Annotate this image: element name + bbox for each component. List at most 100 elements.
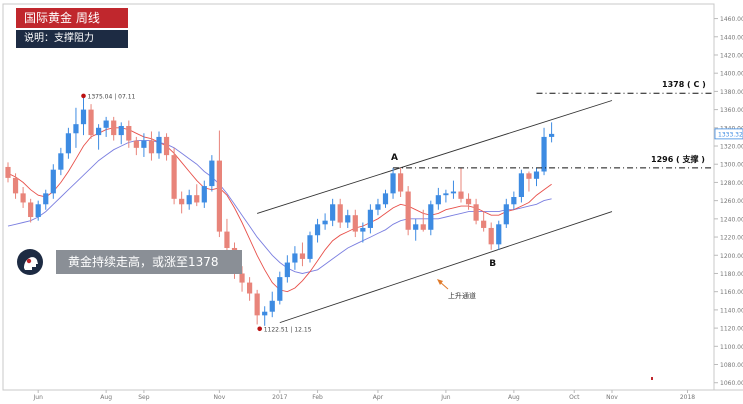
candle-body [299,253,306,259]
y-tick-label: 1160.00 [720,289,743,296]
x-tick-label: Jun [440,394,451,401]
y-tick-label: 1300.00 [720,162,743,169]
candle-body [73,124,79,134]
candle-body [518,173,524,197]
callout-text: 黄金持续走高，或涨至1378 [56,250,242,274]
point-a-label: A [391,153,398,163]
candle-body [12,177,19,194]
y-tick-label: 1320.00 [720,144,743,151]
candle-body [465,198,472,205]
x-tick-label: 2017 [272,394,287,401]
candle-body [420,224,426,230]
candle-body [209,160,215,187]
x-tick-label: Feb [312,394,323,401]
candle-body [284,262,290,278]
y-tick-label: 1140.00 [720,307,743,314]
candle-body [435,195,441,205]
y-tick-label: 1400.00 [720,71,743,78]
candle-body [262,311,268,316]
x-tick-label: Apr [373,394,384,401]
y-tick-label: 1380.00 [720,89,743,96]
candle-body [496,224,502,245]
plot-frame [2,3,715,391]
last-price-tag [714,128,743,140]
low-label: 1122.51 | 12.15 [264,326,312,333]
x-tick-label: Sep [138,394,150,401]
candle-body [398,173,404,192]
candle-body [269,300,275,312]
candle-body [194,195,200,203]
resistance-label: 1378 ( C ) [662,80,706,89]
candle-body [171,155,177,199]
x-tick-label: Aug [100,394,112,401]
candle-body [367,209,373,228]
y-tick-label: 1420.00 [720,52,743,59]
candle-body [330,204,336,221]
candle-body [428,204,434,230]
y-tick-label: 1180.00 [720,271,743,278]
x-tick-label: Jun [33,394,44,401]
candle-body [148,140,155,154]
y-tick-label: 1280.00 [720,180,743,187]
corner-mark [651,377,653,380]
low-marker [257,326,263,332]
candle-body [96,127,102,136]
candle-body [80,109,87,125]
high-marker [81,93,86,99]
channel-upper-line [257,100,613,214]
candle-body [533,171,540,179]
candle-body [126,125,132,141]
candle-body [307,235,313,259]
candle-body [352,215,358,232]
candle-body [450,191,457,194]
candle-body [65,133,71,154]
candle-body [405,191,411,230]
candle-body [503,204,509,225]
high-label: 1375.04 | 07.11 [88,93,136,100]
x-tick-label: 2018 [680,394,695,401]
candle-body [179,198,185,205]
chart-subtitle-badge: 说明：支撑阻力 [16,30,128,48]
candle-body [224,231,230,248]
y-tick-label: 1120.00 [720,326,743,333]
channel-label: 上升通道 [448,291,476,300]
candle-body [443,193,449,196]
candle-body [5,166,11,178]
point-b-label: B [489,259,496,269]
support-label: 1296 ( 支撑 ) [651,154,705,164]
candle-body [488,227,494,245]
candle-body [292,253,298,263]
candle-body [20,193,26,203]
y-tick-label: 1100.00 [720,344,743,351]
x-tick-label: Nov [214,394,226,401]
candle-body [163,136,170,156]
candle-body [277,277,283,301]
y-tick-label: 1240.00 [720,216,743,223]
candle-body [43,193,49,205]
x-tick-label: Aug [508,394,520,401]
y-tick-label: 1080.00 [720,362,743,369]
x-tick-label: Oct [569,394,580,401]
candle-body [141,140,147,148]
candle-body [239,273,245,283]
candle-body [481,220,487,228]
candle-body [35,204,41,218]
candle-body [360,227,366,232]
candle-body [511,197,517,205]
candle-body [216,160,222,232]
candle-body [413,224,419,230]
candle-body [50,169,56,194]
y-tick-label: 1260.00 [720,198,743,205]
candle-body [549,133,555,137]
candle-body [28,202,34,218]
y-tick-label: 1200.00 [720,253,743,260]
candle-body [133,140,139,148]
channel-arrow-head [437,279,443,285]
x-tick-label: Nov [606,394,618,401]
candle-body [88,109,94,136]
candle-body [103,120,109,128]
candle-body [201,186,207,203]
candle-body [118,125,124,136]
candle-body [186,195,192,205]
